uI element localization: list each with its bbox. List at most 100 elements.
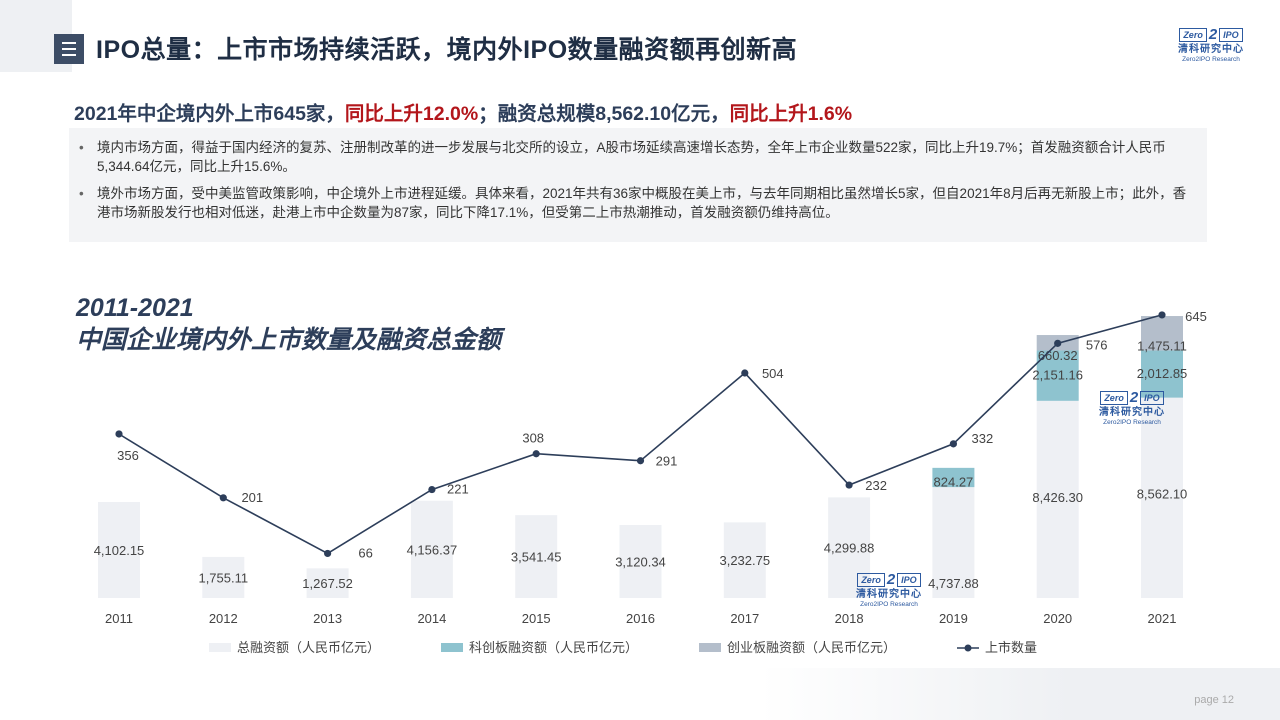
- star-market-financing-label: 2,151.16: [1032, 368, 1083, 383]
- listing-count-point: [636, 457, 645, 465]
- total-financing-label: 4,299.88: [824, 541, 875, 556]
- listing-count-label: 356: [117, 448, 139, 463]
- total-financing-label: 3,541.45: [511, 550, 562, 565]
- bar-total-financing: [410, 500, 453, 598]
- chart-title-years: 2011-2021: [76, 294, 194, 322]
- listing-count-point: [949, 440, 958, 448]
- x-tick-label: 2020: [1043, 611, 1072, 626]
- footer-band: [760, 668, 1280, 720]
- listing-count-label: 308: [522, 431, 544, 446]
- page-title: IPO总量：上市市场持续活跃，境内外IPO数量融资额再创新高: [96, 36, 798, 64]
- total-financing-label: 4,737.88: [928, 576, 979, 591]
- legend-swatch: [441, 643, 463, 652]
- listing-count-label: 291: [656, 454, 678, 469]
- listing-count-point: [741, 369, 749, 377]
- logo-box-right: IPO: [1219, 28, 1243, 42]
- listing-count-label: 201: [241, 490, 263, 505]
- zero2ipo-logo: Zero 2 IPO 清科研究中心 Zero2IPO Research: [1170, 26, 1252, 64]
- bar-star-market-financing: [1141, 350, 1183, 398]
- x-tick-label: 2021: [1148, 611, 1177, 626]
- logo-en-text: Zero2IPO Research: [860, 601, 918, 608]
- legend-label: 总融资额（人民币亿元）: [237, 640, 380, 655]
- x-tick-label: 2012: [209, 611, 238, 626]
- watermark-logo: Zero 2 IPO 清科研究中心 Zero2IPO Research: [1099, 389, 1165, 427]
- total-financing-label: 8,426.30: [1032, 490, 1083, 505]
- bar-total-financing: [723, 522, 766, 598]
- logo-two: 2: [1129, 389, 1139, 406]
- watermark-logo: Zero 2 IPO 清科研究中心 Zero2IPO Research: [856, 572, 922, 609]
- bar-chinext-financing: [1141, 316, 1183, 351]
- star-market-financing-label: 824.27: [934, 474, 974, 489]
- bar-total-financing: [306, 568, 349, 598]
- headline-part-1: 2021年中企境内外上市645家，: [74, 103, 345, 125]
- listing-count-label: 504: [762, 366, 784, 381]
- listing-count-point: [219, 494, 227, 502]
- headline-growth-amount: 同比上升1.6%: [729, 103, 853, 125]
- listing-count-label: 221: [447, 482, 469, 497]
- x-tick-label: 2016: [626, 611, 655, 626]
- listing-count-point: [532, 450, 540, 458]
- total-financing-label: 8,562.10: [1137, 487, 1188, 502]
- bar-total-financing: [932, 487, 975, 598]
- listing-count-point: [324, 549, 332, 558]
- x-tick-label: 2018: [835, 611, 864, 626]
- bullet-item: • 境内市场方面，得益于国内经济的复苏、注册制改革的进一步发展与北交所的设立，A…: [79, 138, 1189, 176]
- legend-label: 创业板融资额（人民币亿元）: [727, 640, 896, 655]
- listing-count-label: 66: [358, 545, 372, 560]
- total-financing-label: 3,232.75: [719, 553, 770, 568]
- chart-title: 2011-2021 中国企业境内外上市数量及融资总金额: [76, 292, 501, 356]
- x-tick-label: 2015: [522, 611, 551, 626]
- legend-swatch: [699, 643, 721, 652]
- x-tick-label: 2014: [417, 611, 446, 626]
- chinext-financing-label: 1,475.11: [1137, 338, 1187, 353]
- logo-cn-text: 清科研究中心: [856, 589, 922, 600]
- x-tick-label: 2017: [730, 611, 759, 626]
- logo-box-left: Zero: [857, 573, 885, 587]
- x-tick-label: 2011: [105, 611, 133, 626]
- bullet-text: 境内市场方面，得益于国内经济的复苏、注册制改革的进一步发展与北交所的设立，A股市…: [97, 140, 1166, 174]
- legend-label: 上市数量: [985, 640, 1037, 655]
- headline: 2021年中企境内外上市645家，同比上升12.0%；融资总规模8,562.10…: [74, 97, 852, 126]
- listing-count-point: [428, 485, 436, 494]
- listing-count-label: 645: [1185, 309, 1207, 324]
- headline-growth-count: 同比上升12.0%: [344, 103, 479, 125]
- bullet-dot-icon: •: [79, 186, 84, 201]
- menu-icon[interactable]: [54, 34, 84, 64]
- logo-box-right: IPO: [897, 573, 921, 587]
- logo-box-left: Zero: [1179, 28, 1207, 42]
- bar-total-financing: [515, 515, 558, 598]
- chart-title-text: 中国企业境内外上市数量及融资总金额: [76, 326, 502, 354]
- listing-count-point: [1158, 311, 1166, 319]
- logo-cn-text: 清科研究中心: [1178, 44, 1244, 55]
- listing-count-point: [1054, 339, 1062, 347]
- bullet-text: 境外市场方面，受中美监管政策影响，中企境外上市进程延缓。具体来看，2021年共有…: [97, 186, 1187, 220]
- listing-count-point: [115, 430, 123, 438]
- x-tick-label: 2013: [313, 611, 342, 626]
- logo-cn-text: 清科研究中心: [1099, 407, 1165, 418]
- logo-box-right: IPO: [1140, 391, 1164, 405]
- logo-en-text: Zero2IPO Research: [1182, 56, 1240, 63]
- logo-two: 2: [1208, 26, 1218, 43]
- listing-count-label: 332: [972, 431, 994, 446]
- bar-total-financing: [1141, 397, 1183, 598]
- star-market-financing-label: 2,012.85: [1137, 366, 1188, 381]
- chinext-financing-label: 660.32: [1038, 348, 1078, 363]
- bar-total-financing: [1036, 400, 1079, 598]
- logo-en-text: Zero2IPO Research: [1103, 419, 1161, 426]
- listing-count-line: [118, 314, 1163, 555]
- bar-star-market-financing: [1036, 350, 1079, 401]
- total-financing-label: 1,267.52: [302, 576, 353, 591]
- listing-count-point: [845, 481, 853, 489]
- x-tick-label: 2019: [939, 611, 968, 626]
- total-financing-label: 4,156.37: [407, 542, 458, 557]
- logo-box-left: Zero: [1100, 391, 1128, 405]
- listing-count-label: 232: [865, 478, 887, 493]
- total-financing-label: 3,120.34: [615, 554, 666, 569]
- total-financing-label: 4,102.15: [94, 543, 145, 558]
- bullet-item: • 境外市场方面，受中美监管政策影响，中企境外上市进程延缓。具体来看，2021年…: [79, 184, 1189, 222]
- legend-line-marker: [964, 644, 972, 652]
- bar-total-financing: [202, 556, 245, 598]
- bullet-dot-icon: •: [79, 140, 84, 155]
- bar-total-financing: [619, 524, 662, 598]
